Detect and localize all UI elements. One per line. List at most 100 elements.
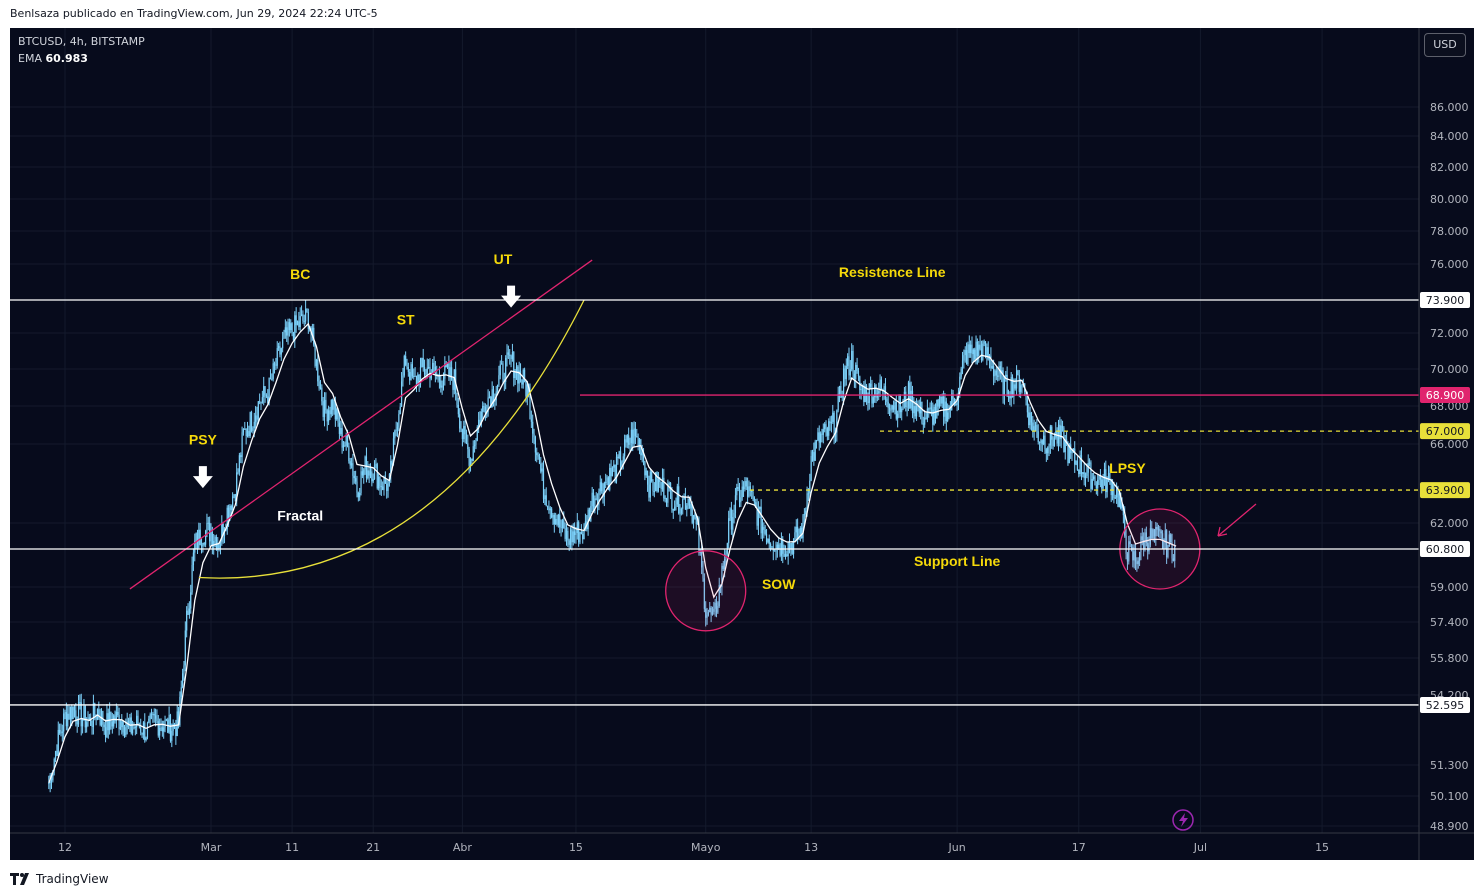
candle-body (614, 464, 616, 482)
candle-body (611, 467, 614, 477)
candle-body (910, 390, 912, 409)
candle-body (533, 433, 535, 437)
candle-body (379, 477, 381, 487)
price-tick-label: 76.000 (1430, 258, 1469, 271)
candle-body (1149, 528, 1152, 545)
candle-body (67, 713, 69, 727)
candle-body (445, 363, 447, 368)
level-price-tag (1420, 292, 1470, 308)
candle-body (461, 429, 464, 440)
candle-body (249, 412, 251, 437)
candle-body (159, 727, 161, 736)
candle-body (440, 380, 442, 388)
candle-body (729, 508, 731, 519)
candle-body (637, 437, 639, 446)
candle-body (960, 368, 962, 377)
level-price-tag (1420, 696, 1470, 713)
candle-body (94, 703, 96, 716)
candle-body (502, 363, 504, 380)
candle-body (109, 711, 111, 731)
candle-body (779, 549, 781, 556)
candle-body (1078, 469, 1080, 475)
tradingview-branding[interactable]: TradingView (10, 872, 109, 886)
candle-body (250, 412, 253, 431)
candle-body (186, 610, 188, 631)
candle-body (820, 433, 822, 443)
candle-body (337, 408, 339, 423)
candle-body (551, 508, 553, 518)
candle-body (1172, 558, 1174, 561)
price-tick-label: 57.400 (1430, 616, 1469, 629)
candle-body (1011, 377, 1014, 397)
candle-body (125, 727, 127, 736)
candle-body (157, 721, 159, 736)
candle-body (150, 713, 153, 715)
candle-body (365, 456, 368, 479)
candle-body (587, 509, 589, 530)
candle-body (695, 517, 697, 525)
candle-body (321, 387, 323, 402)
candle-body (64, 712, 66, 714)
candle-body (327, 410, 330, 422)
candle-body (811, 452, 814, 457)
candle-body (1156, 526, 1158, 530)
candle-body (576, 522, 578, 533)
candle-body (955, 403, 957, 405)
bottom-bar (0, 862, 1484, 896)
candle-body (679, 513, 681, 515)
currency-button[interactable]: USD (1424, 33, 1466, 57)
candle-body (417, 374, 419, 386)
candle-body (523, 369, 526, 382)
price-axis[interactable]: 86.000 84.000 82.000 80.000 78.000 76.000 72.0… (1420, 101, 1470, 833)
level-price-label: 60.800 (1426, 543, 1465, 556)
candle-body (95, 715, 97, 720)
candle-body (73, 707, 76, 711)
candle-body (398, 414, 400, 427)
candle-body (1034, 425, 1037, 427)
candle-body (721, 565, 723, 588)
candle-body (1160, 531, 1162, 534)
time-axis[interactable]: 12 Mar 11 21 Abr 15 Mayo 13 Jun 17 Jul 15 (58, 841, 1329, 854)
candle-body (937, 399, 939, 407)
candle-body (426, 367, 428, 374)
price-tick-label: 80.000 (1430, 193, 1469, 206)
candle-body (509, 354, 511, 356)
candle-body (1116, 488, 1118, 498)
candle-body (953, 398, 956, 404)
candle-body (1064, 439, 1066, 453)
candle-body (1017, 370, 1019, 375)
candle-body (380, 486, 382, 488)
candle-body (901, 408, 903, 413)
candle-body (878, 391, 880, 394)
candle-body (540, 463, 542, 472)
candle-body (192, 552, 195, 566)
candle-body (859, 376, 861, 391)
candle-body (1111, 482, 1114, 496)
candle-body (256, 415, 258, 420)
candle-body (684, 497, 687, 510)
candle-body (830, 421, 833, 424)
candle-body (956, 402, 958, 405)
candle-body (645, 470, 647, 476)
candle-body (738, 488, 741, 503)
lightning-icon[interactable] (1172, 809, 1194, 831)
candle-body (75, 710, 77, 720)
candle-body (703, 578, 705, 609)
time-tick-label: 11 (285, 841, 299, 854)
candle-body (115, 711, 117, 722)
candle-body (1006, 374, 1008, 396)
candle-body (979, 344, 981, 349)
candle-body (660, 482, 662, 490)
candle-body (246, 431, 249, 437)
candle-body (730, 508, 732, 530)
candle-body (633, 428, 635, 444)
candle-body (111, 721, 113, 727)
candle-body (976, 341, 978, 356)
candle-body (1033, 426, 1035, 432)
time-tick-label: 21 (366, 841, 380, 854)
candle-body (483, 405, 485, 407)
candle-body (1118, 493, 1120, 507)
candle-body (914, 406, 916, 417)
candle-body (747, 486, 749, 497)
